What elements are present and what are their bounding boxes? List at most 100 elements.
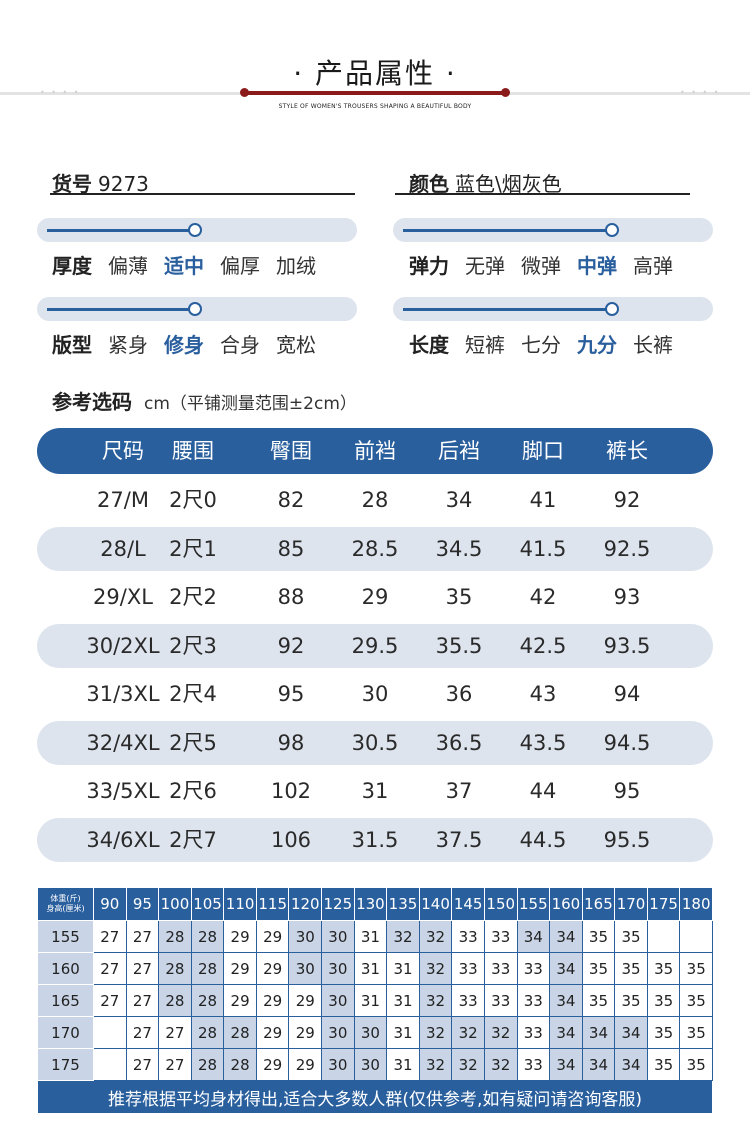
weight-table-cell: 28 xyxy=(190,952,225,985)
weight-table-cell: 31 xyxy=(353,984,388,1017)
elasticity-slider xyxy=(393,218,713,242)
size-table-row: 29/XL 2尺2 88 29 35 42 93 xyxy=(37,575,713,619)
fit-option-selected: 修身 xyxy=(164,333,204,357)
weight-axis-label: 体重(斤) xyxy=(50,894,81,903)
size-table-cell: 29/XL xyxy=(93,585,153,609)
weight-table-cell: 32 xyxy=(451,1048,485,1081)
weight-table-cell: 35 xyxy=(679,952,713,985)
weight-table-cell: 35 xyxy=(581,952,616,985)
size-table-cell: 102 xyxy=(270,779,312,803)
thickness-option-selected: 适中 xyxy=(164,254,204,278)
weight-table-cell: 28 xyxy=(190,920,225,953)
weight-header-cell: 130 xyxy=(353,887,388,921)
weight-table-cell: 30 xyxy=(321,1016,355,1049)
weight-table-cell: 30 xyxy=(321,952,355,985)
size-table-cell: 28/L xyxy=(100,536,146,561)
size-table-cell: 37.5 xyxy=(435,827,483,852)
weight-table-cell: 33 xyxy=(516,984,551,1017)
height-header-cell: 170 xyxy=(37,1016,94,1049)
weight-table-cell: 32 xyxy=(483,1048,518,1081)
size-table-cell: 43.5 xyxy=(519,730,567,755)
item-number-value: 9273 xyxy=(98,172,149,196)
weight-table-cell: 30 xyxy=(321,984,355,1017)
weight-table-cell: 32 xyxy=(418,920,453,953)
size-table-cell: 88 xyxy=(277,585,305,609)
size-table-row: 34/6XL 2尺7 106 31.5 37.5 44.5 95.5 xyxy=(37,817,713,862)
size-table-cell: 31.5 xyxy=(351,827,399,852)
weight-header-cell: 175 xyxy=(646,887,681,921)
weight-table-cell: 29 xyxy=(255,920,290,953)
size-table-cell: 34.5 xyxy=(435,536,483,561)
weight-table-cell: 31 xyxy=(353,952,388,985)
size-table-cell: 92.5 xyxy=(603,536,651,561)
item-number-label: 货号 xyxy=(52,172,92,196)
weight-table-empty-cell xyxy=(679,920,713,953)
weight-table-cell: 35 xyxy=(614,984,648,1017)
size-reference-label: 参考选码 xyxy=(52,390,132,414)
size-table-cell: 2尺6 xyxy=(169,779,217,803)
weight-table-cell: 27 xyxy=(125,920,160,953)
size-table-cell: 34 xyxy=(445,488,473,512)
size-table-cell: 92 xyxy=(613,488,641,512)
header-dots-left: • • • • xyxy=(40,88,81,97)
weight-table-cell: 35 xyxy=(581,984,616,1017)
weight-table-cell: 32 xyxy=(418,1048,453,1081)
thickness-option: 偏厚 xyxy=(220,254,260,278)
size-table-cell: 2尺0 xyxy=(169,488,217,512)
weight-table-cell: 28 xyxy=(158,920,192,953)
page-title: · 产品属性 · xyxy=(293,57,457,90)
weight-table-cell: 34 xyxy=(549,920,583,953)
weight-table-cell: 31 xyxy=(386,1048,420,1081)
size-table-cell: 41 xyxy=(529,488,557,512)
weight-header-cell: 125 xyxy=(321,887,355,921)
weight-header-cell: 165 xyxy=(581,887,616,921)
weight-header-cell: 140 xyxy=(418,887,453,921)
weight-table-cell: 33 xyxy=(451,984,485,1017)
weight-table-cell: 30 xyxy=(288,952,323,985)
weight-table-cell: 33 xyxy=(451,920,485,953)
weight-table-cell: 29 xyxy=(255,984,290,1017)
size-table-cell: 28 xyxy=(361,488,389,512)
size-table-header-cell: 脚口 xyxy=(522,439,564,463)
weight-table-cell: 33 xyxy=(516,1048,551,1081)
weight-table-cell: 27 xyxy=(93,920,127,953)
size-table-header-cell: 臀围 xyxy=(270,439,312,463)
weight-header-cell: 95 xyxy=(125,887,160,921)
length-option-selected: 九分 xyxy=(577,333,617,357)
weight-table-cell: 29 xyxy=(223,984,257,1017)
fit-option: 宽松 xyxy=(276,333,316,357)
weight-table-corner: 体重(斤) 身高(厘米) xyxy=(37,887,94,921)
fit-option: 紧身 xyxy=(108,333,148,357)
size-table-cell: 94 xyxy=(613,682,641,706)
weight-table-cell: 27 xyxy=(125,952,160,985)
size-table-cell: 37 xyxy=(445,779,473,803)
size-table-cell: 27/M xyxy=(97,488,149,512)
size-table-cell: 30/2XL xyxy=(86,633,160,658)
header-dots-right: • • • • xyxy=(680,88,721,97)
header-accent-dot-left xyxy=(240,88,249,97)
elasticity-option: 高弹 xyxy=(633,254,673,278)
weight-table-cell: 32 xyxy=(418,1016,453,1049)
weight-header-cell: 120 xyxy=(288,887,323,921)
length-slider-knob xyxy=(605,302,619,316)
weight-table-cell: 28 xyxy=(158,952,192,985)
weight-table-cell: 34 xyxy=(581,1048,616,1081)
color-underline xyxy=(395,193,690,195)
size-table-header-cell: 腰围 xyxy=(172,439,214,463)
thickness-option: 偏薄 xyxy=(108,254,148,278)
weight-table-cell: 29 xyxy=(288,1016,323,1049)
weight-table-cell: 34 xyxy=(614,1016,648,1049)
thickness-label: 厚度 xyxy=(52,254,92,278)
size-table-cell: 93 xyxy=(613,585,641,609)
size-table-cell: 29.5 xyxy=(351,633,399,658)
size-table-cell: 36 xyxy=(445,682,473,706)
elasticity-option: 微弹 xyxy=(521,254,561,278)
weight-table-cell: 35 xyxy=(679,1048,713,1081)
weight-table-cell: 35 xyxy=(646,1048,681,1081)
thickness-slider-knob xyxy=(188,223,202,237)
header-subtitle: STYLE OF WOMEN'S TROUSERS SHAPING A BEAU… xyxy=(278,103,472,110)
fit-options: 版型 紧身 修身 合身 宽松 xyxy=(52,329,332,358)
length-option: 短裤 xyxy=(465,333,505,357)
weight-table-cell: 28 xyxy=(223,1016,257,1049)
weight-table-empty-cell xyxy=(93,1016,127,1049)
